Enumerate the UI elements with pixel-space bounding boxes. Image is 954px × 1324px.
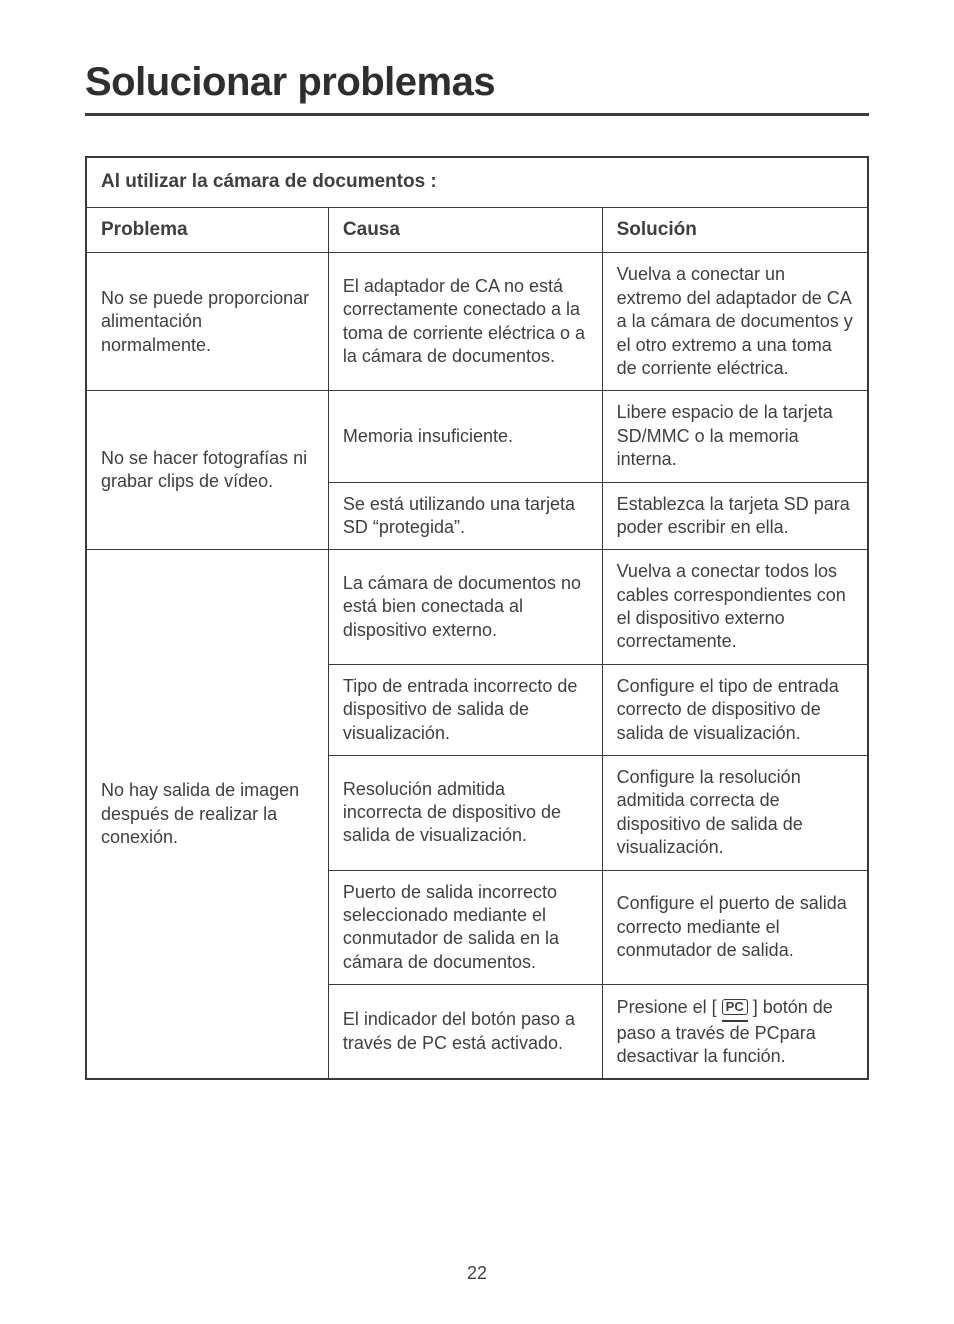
table-row: No se puede proporcionar alimentación no…: [86, 253, 868, 391]
cell-causa: El adaptador de CA no está correctamente…: [328, 253, 602, 391]
cell-causa: Tipo de entrada incorrecto de dispositiv…: [328, 664, 602, 755]
title-rule: [85, 113, 869, 116]
cell-solucion: Libere espacio de la tarjeta SD/MMC o la…: [602, 391, 868, 482]
cell-problema: No se hacer fotografías ni grabar clips …: [86, 391, 328, 550]
cell-solucion: Establezca la tarjeta SD para poder escr…: [602, 482, 868, 550]
cell-causa: Resolución admitida incorrecta de dispos…: [328, 756, 602, 871]
cell-solucion: Vuelva a conectar todos los cables corre…: [602, 550, 868, 665]
cell-solucion: Configure el tipo de entrada correcto de…: [602, 664, 868, 755]
cell-problema: No hay salida de imagen después de reali…: [86, 550, 328, 1080]
table-header-row: Problema Causa Solución: [86, 207, 868, 253]
cell-causa: Se está utilizando una tarjeta SD “prote…: [328, 482, 602, 550]
table-row: No hay salida de imagen después de reali…: [86, 550, 868, 665]
cell-solucion: Configure la resolución admitida correct…: [602, 756, 868, 871]
page-title: Solucionar problemas: [85, 60, 869, 105]
col-solucion: Solución: [602, 207, 868, 253]
section-title: Al utilizar la cámara de documentos :: [86, 157, 868, 207]
troubleshoot-table: Al utilizar la cámara de documentos : Pr…: [85, 156, 869, 1080]
cell-problema: No se puede proporcionar alimentación no…: [86, 253, 328, 391]
col-problema: Problema: [86, 207, 328, 253]
pc-icon: PC: [722, 999, 748, 1015]
cell-solucion: Presione el [ PC ] botón de paso a travé…: [602, 985, 868, 1080]
cell-causa: Puerto de salida incorrecto seleccionado…: [328, 870, 602, 985]
cell-solucion: Vuelva a conectar un extremo del adaptad…: [602, 253, 868, 391]
cell-causa: Memoria insuficiente.: [328, 391, 602, 482]
table-row: No se hacer fotografías ni grabar clips …: [86, 391, 868, 482]
col-causa: Causa: [328, 207, 602, 253]
cell-causa: El indicador del botón paso a través de …: [328, 985, 602, 1080]
page-number: 22: [0, 1263, 954, 1284]
text-pre: Presione el [: [617, 997, 717, 1017]
cell-causa: La cámara de documentos no está bien con…: [328, 550, 602, 665]
cell-solucion: Configure el puerto de salida correcto m…: [602, 870, 868, 985]
table-section-row: Al utilizar la cámara de documentos :: [86, 157, 868, 207]
